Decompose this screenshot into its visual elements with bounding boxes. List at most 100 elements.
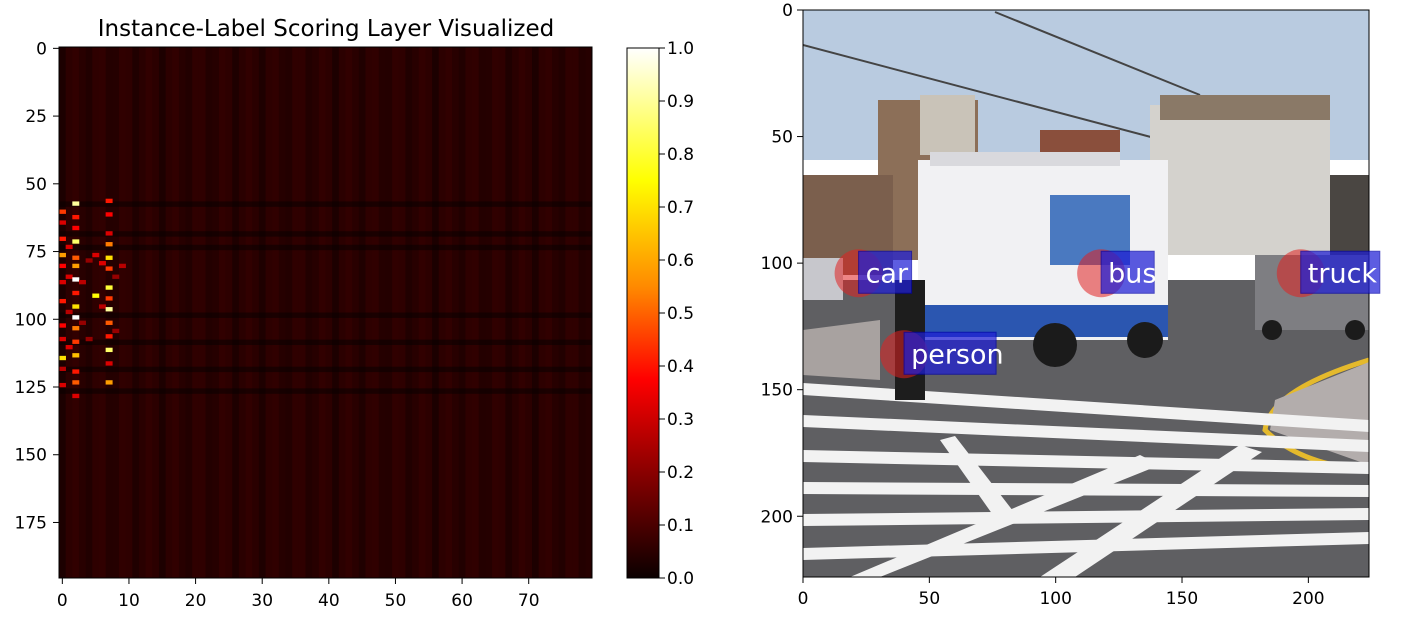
- heatmap-row-band: [59, 366, 592, 373]
- colorbar: [626, 47, 660, 579]
- heatmap-cell: [98, 261, 106, 266]
- heatmap-cell: [59, 355, 66, 361]
- heatmap-cell: [105, 198, 113, 204]
- heatmap-x-axis: 0 10 20 30 40 50 60 70: [57, 578, 540, 611]
- heatmap-frame: [58, 46, 593, 579]
- x-tick-label: 50: [919, 589, 941, 609]
- heatmap-row-band: [59, 231, 592, 237]
- colorbar-tick-label: 0.2: [667, 463, 694, 483]
- detection-label-box: [1300, 250, 1381, 294]
- heatmap-cell: [105, 212, 113, 217]
- power-line: [994, 11, 1201, 96]
- heatmap-cell: [59, 263, 66, 269]
- x-tick-label: 150: [1166, 589, 1198, 609]
- y-tick-label: 75: [25, 243, 47, 263]
- image-y-axis: 0 50 100 150 200: [761, 1, 803, 527]
- heatmap-row-band: [59, 312, 592, 318]
- x-tick-label: 20: [185, 591, 207, 611]
- heatmap-cell: [65, 345, 73, 350]
- heatmap-row-band: [59, 388, 592, 394]
- heatmap-cell: [72, 277, 80, 282]
- x-tick-label: 10: [118, 591, 140, 611]
- heatmap-cell: [72, 214, 80, 220]
- sidewalk: [803, 320, 880, 380]
- building: [1150, 105, 1330, 255]
- y-tick-label: 50: [25, 175, 47, 195]
- scene-image: [803, 10, 1369, 577]
- heatmap-row-band: [59, 339, 592, 346]
- heatmap-cell: [105, 231, 113, 236]
- x-tick-label: 0: [798, 589, 809, 609]
- building: [1160, 95, 1330, 120]
- bus-wheel: [1033, 323, 1077, 367]
- colorbar-tick-label: 0.9: [667, 92, 694, 112]
- heatmap-cell: [59, 236, 66, 241]
- heatmap-cell: [72, 290, 80, 296]
- y-tick-label: 200: [761, 507, 793, 527]
- heatmap-cell: [72, 393, 80, 399]
- heatmap-cell: [72, 255, 80, 260]
- heatmap-cell: [59, 382, 66, 388]
- heatmap-row-band: [59, 201, 592, 207]
- heatmap-cell: [72, 263, 80, 269]
- heatmap-cell: [72, 304, 80, 309]
- truck-wheel: [1345, 320, 1365, 340]
- heatmap-cell: [105, 347, 113, 353]
- heatmap-cell: [85, 258, 93, 263]
- colorbar-tick-label: 0.7: [667, 198, 694, 218]
- detection-label-text: bus: [1108, 258, 1156, 289]
- heatmap-row-band: [59, 244, 592, 251]
- x-tick-label: 200: [1292, 589, 1324, 609]
- detection-label-text: truck: [1308, 258, 1378, 289]
- heatmap-cell: [72, 353, 80, 358]
- power-line: [803, 44, 1201, 151]
- bus-wheel: [1127, 322, 1163, 358]
- y-tick-label: 25: [25, 107, 47, 127]
- heatmap-cell: [118, 263, 126, 269]
- x-tick-label: 40: [318, 591, 340, 611]
- heatmap-cell: [65, 274, 73, 279]
- heatmap-cell: [72, 380, 80, 385]
- truck-wheel: [1262, 320, 1282, 340]
- heatmap-title: Instance-Label Scoring Layer Visualized: [98, 16, 554, 42]
- y-tick-label: 0: [782, 1, 793, 21]
- colorbar-tick-label: 0.8: [667, 145, 694, 165]
- heatmap-cell: [72, 315, 80, 320]
- heatmap-cell: [59, 366, 66, 372]
- heatmap-cell: [112, 274, 120, 279]
- x-tick-label: 100: [1039, 589, 1071, 609]
- heatmap-cell: [92, 252, 100, 258]
- heatmap-cell: [59, 220, 66, 225]
- heatmap-cell: [72, 201, 80, 206]
- colorbar-tick-label: 0.1: [667, 516, 694, 536]
- x-tick-label: 50: [385, 591, 407, 611]
- heatmap-cell: [65, 244, 73, 250]
- detection-label-text: person: [911, 339, 1004, 370]
- heatmap-cell: [92, 293, 100, 298]
- x-tick-label: 30: [251, 591, 273, 611]
- heatmap-cell: [105, 266, 113, 271]
- heatmap-cell: [105, 296, 113, 301]
- heatmap-cell: [72, 225, 80, 231]
- heatmap-cell: [112, 328, 120, 334]
- x-tick-label: 70: [518, 591, 540, 611]
- heatmap-cell: [59, 252, 66, 258]
- y-tick-label: 175: [15, 513, 47, 533]
- heatmap-cell: [85, 336, 93, 342]
- detection-label-text: car: [866, 258, 909, 289]
- bus-roof: [930, 152, 1120, 166]
- y-tick-label: 150: [761, 381, 793, 401]
- colorbar-tick-label: 1.0: [667, 39, 694, 59]
- building: [1330, 175, 1369, 255]
- heatmap-cell: [72, 369, 80, 374]
- heatmap-cell: [105, 255, 113, 260]
- heatmap-cell: [59, 336, 66, 342]
- heatmap-cell: [72, 339, 80, 344]
- colorbar-tick-label: 0.5: [667, 304, 694, 324]
- heatmap-cell: [105, 380, 113, 385]
- heatmap-cell: [59, 209, 66, 214]
- detection-label-box: [903, 331, 997, 375]
- detection-label-box: [1100, 250, 1155, 294]
- y-tick-label: 125: [15, 378, 47, 398]
